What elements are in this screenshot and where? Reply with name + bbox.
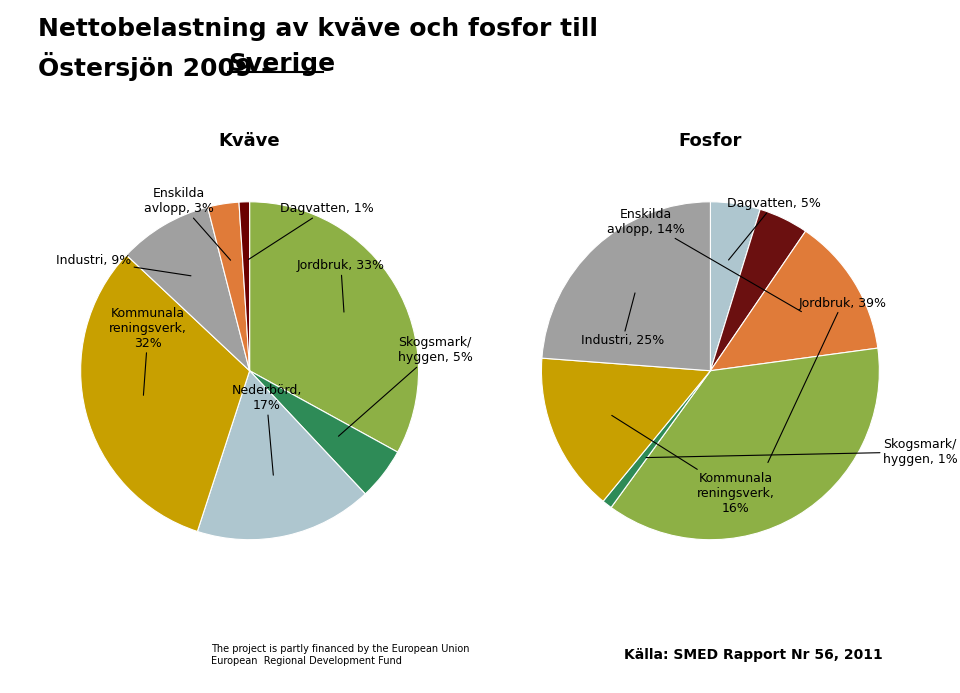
Text: Industri, 9%: Industri, 9%	[56, 254, 191, 276]
Title: Kväve: Kväve	[219, 132, 280, 150]
Title: Fosfor: Fosfor	[679, 132, 742, 150]
Wedge shape	[710, 202, 760, 371]
Text: Enskilda
avlopp, 14%: Enskilda avlopp, 14%	[608, 208, 802, 312]
Wedge shape	[198, 371, 365, 540]
Wedge shape	[239, 202, 250, 371]
Wedge shape	[250, 371, 397, 494]
Wedge shape	[250, 202, 419, 452]
Wedge shape	[612, 348, 879, 540]
Wedge shape	[207, 202, 250, 371]
Wedge shape	[541, 358, 710, 501]
Text: Östersjön 2009 -: Östersjön 2009 -	[38, 52, 280, 81]
Text: Kommunala
reningsverk,
16%: Kommunala reningsverk, 16%	[612, 415, 775, 515]
Wedge shape	[710, 209, 805, 371]
Text: Skogsmark/
hyggen, 1%: Skogsmark/ hyggen, 1%	[646, 438, 957, 466]
Text: Skogsmark/
hyggen, 5%: Skogsmark/ hyggen, 5%	[339, 337, 473, 436]
Text: Sverige: Sverige	[228, 52, 336, 76]
Wedge shape	[81, 255, 250, 532]
Text: Enskilda
avlopp, 3%: Enskilda avlopp, 3%	[144, 187, 230, 260]
Text: Källa: SMED Rapport Nr 56, 2011: Källa: SMED Rapport Nr 56, 2011	[624, 648, 883, 662]
Wedge shape	[127, 207, 250, 371]
Text: Dagvatten, 1%: Dagvatten, 1%	[249, 202, 373, 259]
Wedge shape	[603, 371, 710, 507]
Text: Jordbruk, 39%: Jordbruk, 39%	[768, 297, 886, 462]
Text: Dagvatten, 5%: Dagvatten, 5%	[728, 198, 821, 260]
Text: Industri, 25%: Industri, 25%	[581, 293, 664, 346]
Text: Nederbörd,
17%: Nederbörd, 17%	[231, 385, 301, 475]
Text: The project is partly financed by the European Union
European  Regional Developm: The project is partly financed by the Eu…	[211, 644, 469, 666]
Text: Jordbruk, 33%: Jordbruk, 33%	[297, 259, 385, 312]
Text: Kommunala
reningsverk,
32%: Kommunala reningsverk, 32%	[109, 307, 187, 395]
Text: Nettobelastning av kväve och fosfor till: Nettobelastning av kväve och fosfor till	[38, 17, 598, 42]
Wedge shape	[541, 202, 710, 371]
Wedge shape	[710, 231, 877, 371]
